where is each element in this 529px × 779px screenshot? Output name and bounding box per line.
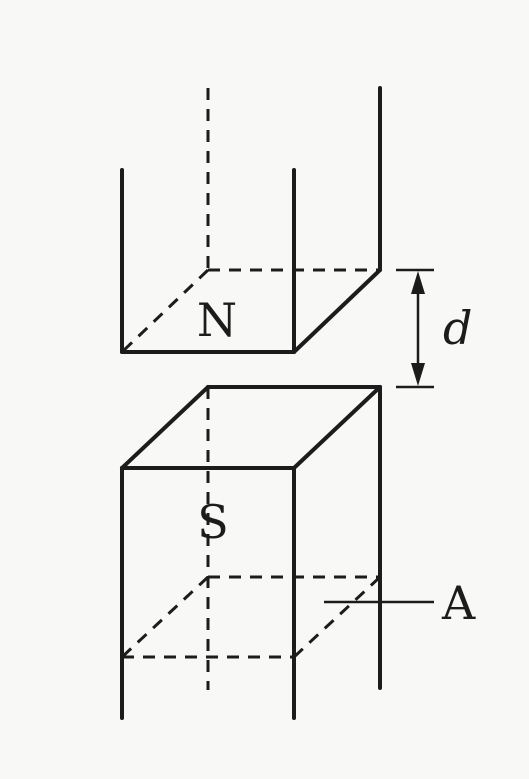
gap-arrow-down (411, 363, 425, 386)
north-magnet: N (120, 86, 382, 354)
north-right-diagonal (292, 268, 382, 354)
north-pole-label: N (197, 293, 237, 347)
south-pole-label: S (197, 495, 229, 549)
south-top-left-diagonal (120, 385, 210, 470)
section-right-diagonal (292, 575, 382, 659)
north-left-diagonal (120, 268, 210, 354)
south-magnet: S (120, 385, 382, 720)
area-callout: A (324, 576, 476, 630)
gap-arrow-up (411, 271, 425, 294)
gap-dimension: d (396, 268, 472, 389)
south-top-right-diagonal (292, 385, 382, 470)
section-left-diagonal (120, 575, 210, 659)
area-label: A (441, 576, 476, 630)
gap-label: d (443, 301, 472, 355)
